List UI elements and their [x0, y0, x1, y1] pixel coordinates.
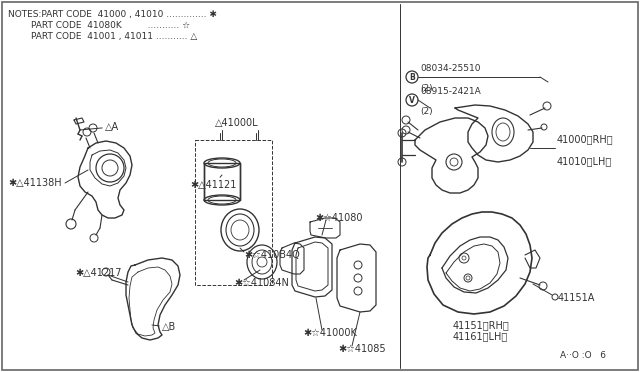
Text: 41151〈RH〉: 41151〈RH〉: [453, 320, 509, 330]
Text: V: V: [409, 96, 415, 105]
Text: ✱☆410B4Q: ✱☆410B4Q: [244, 250, 300, 260]
Text: △41000L: △41000L: [215, 118, 259, 128]
Text: 08034-25510: 08034-25510: [420, 64, 481, 73]
Text: B: B: [409, 73, 415, 81]
Text: NOTES:PART CODE  41000 , 41010 .............. ✱: NOTES:PART CODE 41000 , 41010 ..........…: [8, 10, 217, 19]
Text: PART CODE  41001 , 41011 ........... △: PART CODE 41001 , 41011 ........... △: [8, 32, 197, 41]
Text: ✱☆41084N: ✱☆41084N: [234, 278, 289, 288]
Text: ✱△41138H: ✱△41138H: [8, 178, 61, 188]
Text: A··O :O   6: A··O :O 6: [560, 351, 606, 360]
Text: ✱☆41080: ✱☆41080: [315, 213, 362, 223]
Text: PART CODE  41080K         ........... ☆: PART CODE 41080K ........... ☆: [8, 21, 190, 30]
Text: ✱☆41085: ✱☆41085: [338, 344, 386, 354]
Text: ✱△41217: ✱△41217: [75, 268, 122, 278]
Text: 41010〈LH〉: 41010〈LH〉: [557, 156, 612, 166]
Text: △B: △B: [152, 322, 176, 332]
Text: ✱☆41000K: ✱☆41000K: [303, 328, 357, 338]
Text: ✱△41121: ✱△41121: [190, 175, 236, 190]
Text: 08915-2421A: 08915-2421A: [420, 87, 481, 96]
Text: (2): (2): [420, 84, 433, 93]
Text: △A: △A: [80, 122, 119, 132]
Text: 41161〈LH〉: 41161〈LH〉: [453, 331, 508, 341]
Text: (2): (2): [420, 107, 433, 116]
Text: 41151A: 41151A: [558, 293, 595, 303]
Text: 41000〈RH〉: 41000〈RH〉: [557, 134, 614, 144]
